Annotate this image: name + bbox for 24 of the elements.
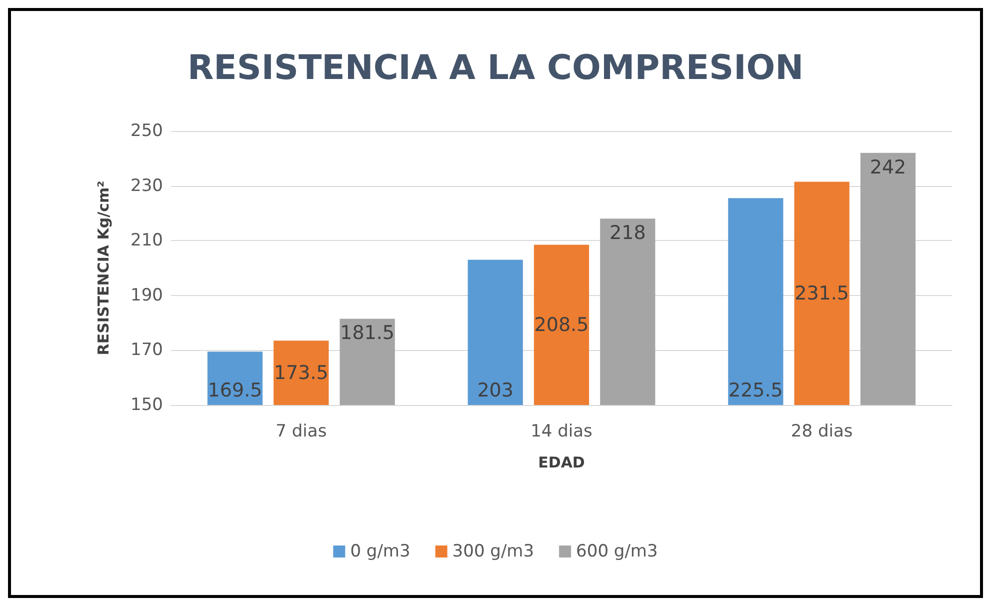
y-tick-label: 170 [130,340,163,360]
x-tick-label: 28 dias [790,422,853,442]
data-label: 231.5 [794,282,850,304]
y-tick-label: 230 [130,176,163,196]
data-label: 181.5 [340,322,395,344]
y-tick-label: 250 [130,121,163,141]
data-label: 208.5 [534,314,589,336]
legend-label: 300 g/m3 [452,542,534,562]
x-axis-title: EDAD [538,454,585,472]
data-label: 203 [477,380,514,402]
legend-label: 0 g/m3 [350,542,410,562]
y-tick-label: 190 [130,285,163,306]
data-label: 242 [870,156,906,178]
y-tick-label: 210 [130,230,163,251]
data-label: 173.5 [274,362,328,384]
x-tick-label: 14 dias [530,422,593,442]
x-tick-label: 7 dias [276,422,327,442]
data-label: 218 [610,222,646,244]
data-label: 169.5 [208,380,262,402]
legend-label: 600 g/m3 [576,542,658,562]
y-tick-label: 150 [130,395,163,415]
chart-title: RESISTENCIA A LA COMPRESION [187,48,804,88]
data-label: 225.5 [728,380,783,402]
y-axis-title: RESISTENCIA Kg/cm² [94,180,112,356]
